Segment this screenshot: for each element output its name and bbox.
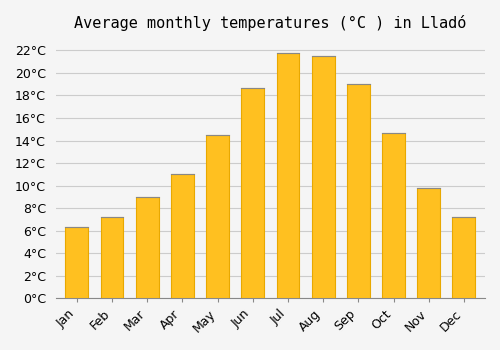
Bar bbox=[347, 84, 370, 299]
Bar bbox=[136, 197, 158, 299]
Bar bbox=[100, 217, 124, 299]
Bar bbox=[66, 228, 88, 299]
Bar bbox=[452, 217, 475, 299]
Bar bbox=[171, 174, 194, 299]
Bar bbox=[206, 135, 229, 299]
Bar bbox=[312, 56, 334, 299]
Bar bbox=[276, 52, 299, 299]
Bar bbox=[382, 133, 405, 299]
Title: Average monthly temperatures (°C ) in Lladó: Average monthly temperatures (°C ) in Ll… bbox=[74, 15, 466, 31]
Bar bbox=[242, 88, 264, 299]
Bar bbox=[418, 188, 440, 299]
